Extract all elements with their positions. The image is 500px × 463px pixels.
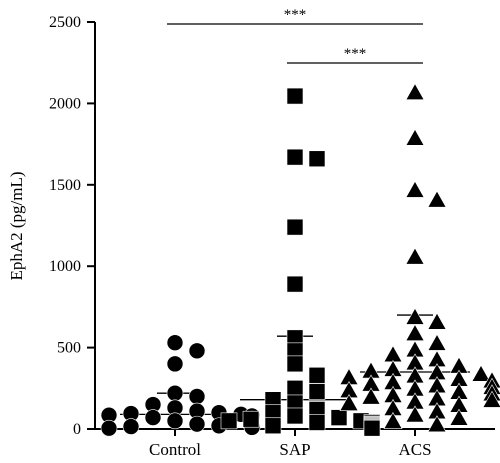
data-point [264,417,282,435]
data-point [427,333,447,351]
x-tick-label: SAP [279,440,310,459]
data-point [166,384,184,402]
data-point [427,190,447,208]
y-tick-label: 2500 [49,14,81,31]
x-tick-label: ACS [398,440,431,459]
data-point [405,247,425,265]
data-point [242,410,260,428]
data-point [363,419,381,437]
significance-label: *** [344,46,367,62]
data-point [100,419,118,437]
data-point [405,180,425,198]
data-point [308,383,326,400]
data-point [308,414,326,431]
data-point [405,128,425,146]
data-point [405,324,425,341]
data-points [100,83,500,437]
y-axis-title: EphA2 (pg/mL) [7,171,26,280]
data-point [188,342,206,360]
data-point [427,312,447,330]
data-point [405,83,425,101]
data-point [286,218,304,236]
y-tick-label: 2000 [49,95,81,112]
y-tick-label: 0 [73,421,81,438]
data-point [166,355,184,373]
data-point [449,408,469,426]
significance-brackets: *** *** [167,7,423,64]
data-point [339,394,359,411]
data-point [286,87,304,105]
data-point [188,388,206,405]
data-point [286,355,304,373]
data-point [383,345,403,363]
data-point [286,379,304,397]
data-point [286,407,304,425]
data-point [166,412,184,430]
data-point [405,307,425,325]
data-point [405,405,425,423]
y-tick-label: 500 [57,340,81,357]
data-point [144,409,162,426]
data-point [166,334,184,352]
data-point [308,150,326,168]
data-point [308,366,326,384]
data-point [330,409,348,426]
data-point [471,364,491,382]
data-point [383,411,403,429]
data-point [122,418,140,435]
axes: 0 500 1000 1500 2000 2500 Control SAP ACS [49,14,495,459]
data-point [286,148,304,166]
data-point [188,415,206,433]
y-tick-label: 1000 [49,258,81,275]
data-point [427,415,447,433]
data-point [220,412,238,430]
significance-label: *** [284,7,307,23]
data-point [482,390,500,408]
x-tick-label: Control [149,440,201,459]
data-point [286,275,304,293]
data-point [361,387,381,405]
y-tick-label: 1500 [49,177,81,194]
